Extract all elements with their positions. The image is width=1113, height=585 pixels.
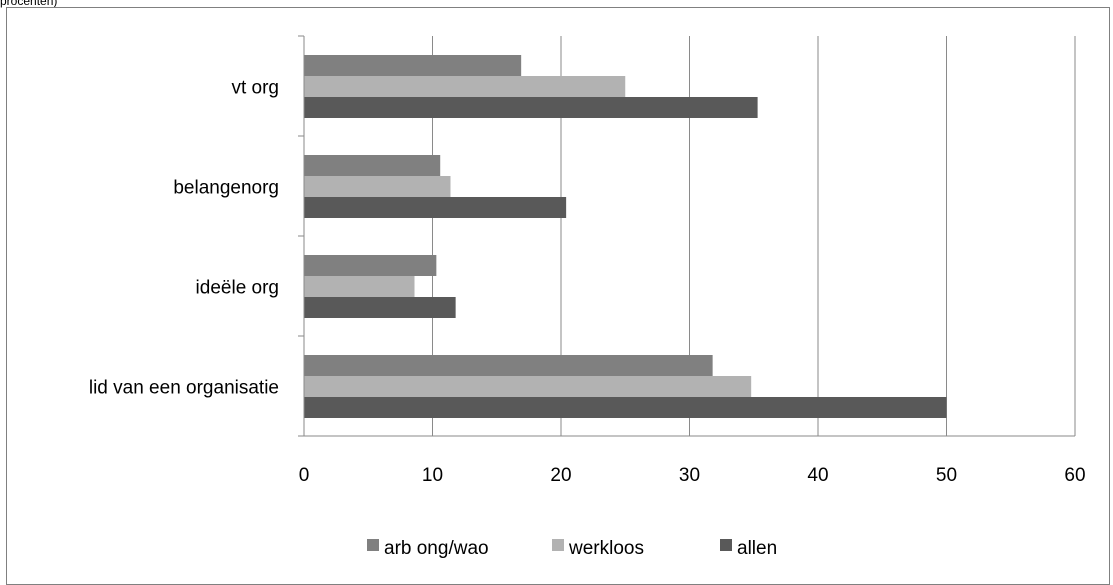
legend-swatch-0 (367, 539, 379, 551)
x-tick-label: 40 (807, 465, 828, 486)
legend: arb ong/wao werkloos allen (367, 538, 777, 559)
x-tick-label: 10 (422, 465, 443, 486)
axes (298, 35, 1075, 437)
bar-0-2 (304, 255, 437, 276)
category-label: belangenorg (173, 178, 279, 199)
legend-label-2: allen (737, 538, 777, 559)
category-label: vt org (231, 78, 279, 99)
x-tick-label: 50 (936, 465, 957, 486)
x-tick-label: 0 (299, 465, 310, 486)
bar-2-2 (304, 297, 456, 318)
bars (304, 55, 947, 418)
bar-1-3 (304, 376, 752, 397)
bar-0-3 (304, 355, 713, 376)
x-tick-label: 20 (550, 465, 571, 486)
bar-1-1 (304, 176, 451, 197)
labels: 0 10 20 30 40 50 60 vt org belangenorg ideële org… (89, 78, 1086, 487)
bar-0-1 (304, 155, 441, 176)
bar-2-0 (304, 97, 758, 118)
bar-1-0 (304, 76, 626, 97)
legend-swatch-2 (720, 539, 732, 551)
x-tick-label: 30 (679, 465, 700, 486)
x-tick-label: 60 (1064, 465, 1085, 486)
category-label: lid van een organisatie (89, 378, 279, 399)
legend-swatch-1 (552, 539, 564, 551)
category-label: ideële org (196, 278, 279, 299)
legend-label-0: arb ong/wao (384, 538, 489, 559)
bar-1-2 (304, 276, 415, 297)
bar-0-0 (304, 55, 522, 76)
legend-label-1: werkloos (568, 538, 644, 559)
bar-2-3 (304, 397, 947, 418)
bar-2-1 (304, 197, 567, 218)
chart-caption: procenten) (0, 0, 58, 8)
